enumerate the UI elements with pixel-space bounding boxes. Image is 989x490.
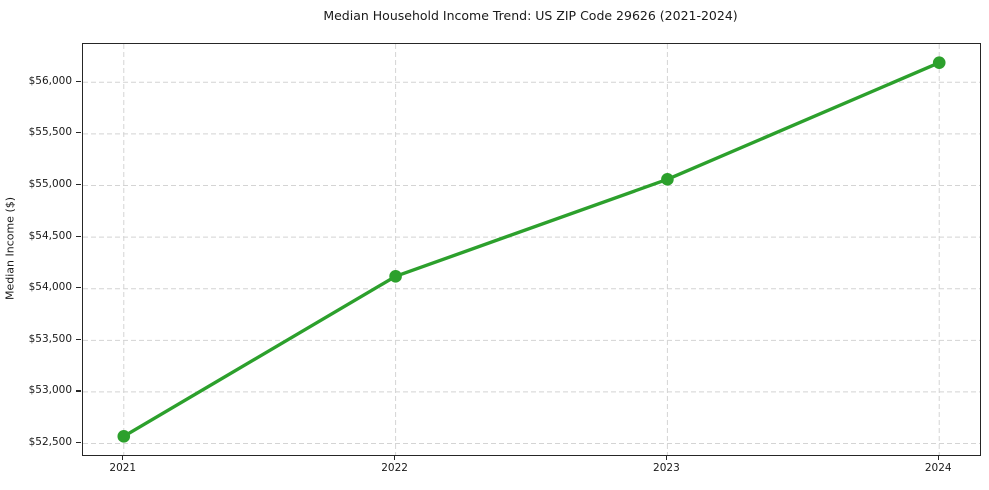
- y-tick-label: $54,500: [28, 229, 72, 242]
- chart-title: Median Household Income Trend: US ZIP Co…: [323, 8, 738, 23]
- y-tick-label: $54,000: [28, 281, 72, 294]
- y-tick-label: $55,500: [28, 126, 72, 139]
- x-tick-label: 2022: [381, 462, 408, 474]
- x-tick-label: 2024: [924, 462, 952, 474]
- y-tick-mark: [76, 80, 81, 82]
- y-tick-mark: [76, 132, 81, 134]
- line-chart-svg: [83, 44, 980, 455]
- y-tick-label: $56,000: [28, 74, 72, 87]
- y-tick-label: $55,000: [28, 178, 72, 190]
- y-tick-mark: [76, 390, 81, 392]
- x-tick-label: 2021: [109, 462, 137, 474]
- x-tick-label: 2023: [653, 462, 680, 474]
- data-point-marker: [661, 173, 674, 186]
- y-tick-mark: [76, 287, 81, 289]
- y-tick-label: $52,500: [28, 436, 72, 449]
- x-tick-mark: [665, 455, 667, 460]
- data-point-marker: [389, 270, 402, 283]
- y-tick-label: $53,000: [28, 384, 72, 397]
- data-point-marker: [932, 56, 946, 69]
- data-point-marker: [117, 430, 131, 443]
- y-tick-mark: [76, 338, 81, 340]
- y-tick-label: $53,500: [28, 332, 72, 345]
- trend-line: [122, 60, 941, 439]
- y-tick-mark: [76, 183, 81, 186]
- y-tick-mark: [76, 441, 81, 444]
- x-tick-mark: [122, 455, 124, 460]
- plot-area: [82, 43, 981, 456]
- y-tick-mark: [76, 235, 81, 237]
- x-tick-mark: [937, 455, 939, 460]
- x-tick-mark: [393, 455, 396, 460]
